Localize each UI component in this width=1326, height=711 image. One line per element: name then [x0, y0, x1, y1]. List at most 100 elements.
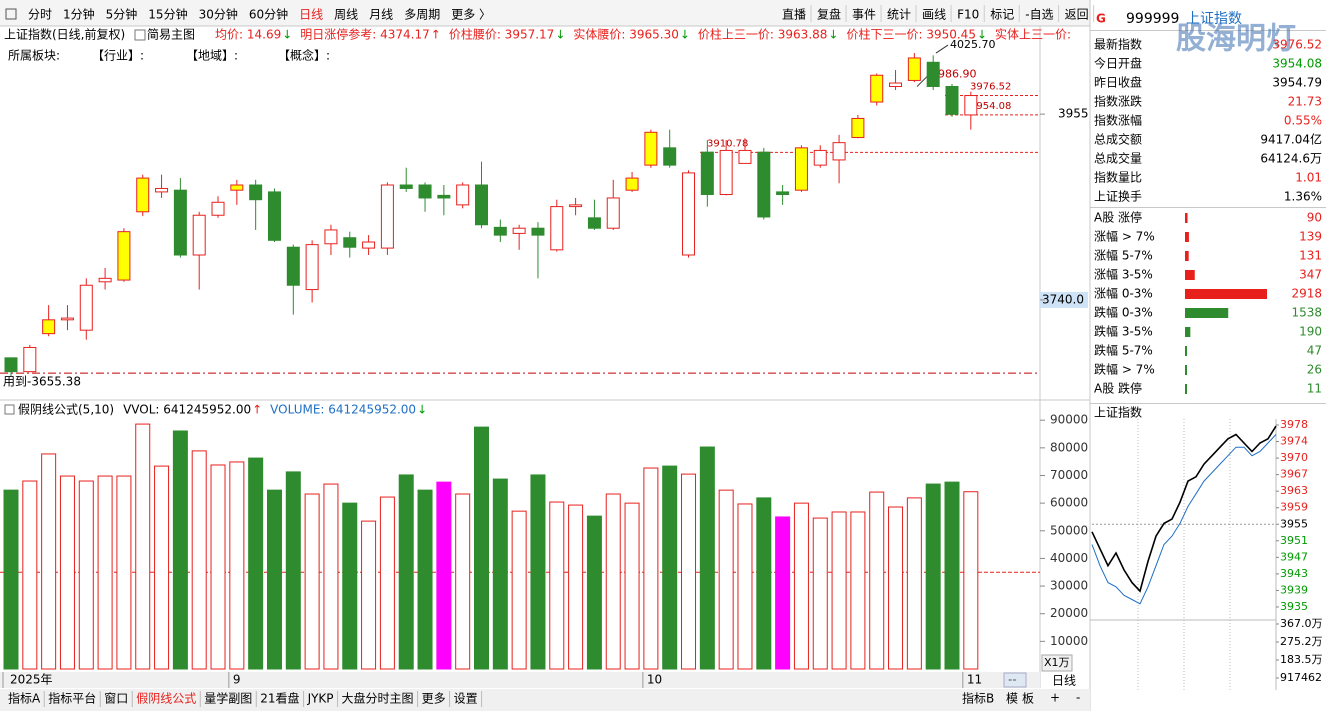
quote-value: 1.01	[1295, 171, 1322, 185]
period-tab[interactable]: 5分钟	[106, 7, 138, 22]
volume-bar	[210, 464, 226, 670]
breadth-value: 2918	[1291, 287, 1322, 301]
tool-button[interactable]: -自选	[1025, 8, 1053, 22]
tool-button[interactable]: 标记	[990, 8, 1014, 22]
bottom-tab[interactable]: 量学副图	[204, 691, 252, 706]
candle-body	[475, 184, 488, 226]
y-tick-label: 80000	[1050, 440, 1088, 454]
tool-button[interactable]: 统计	[887, 8, 911, 22]
breadth-label: 跌幅 > 7%	[1094, 362, 1155, 377]
candle-body	[870, 74, 884, 103]
period-tab[interactable]: 1分钟	[63, 7, 95, 22]
y-tick-label: 183.5万	[1280, 653, 1323, 666]
sector-label: 【行业】:	[92, 49, 144, 63]
candle-body	[569, 204, 583, 208]
breadth-bar	[1185, 289, 1267, 299]
tool-button[interactable]: F10	[957, 8, 979, 22]
period-tab[interactable]: 更多 〉	[451, 8, 491, 22]
bottom-tab[interactable]: 设置	[454, 692, 478, 706]
bottom-tab[interactable]: 指标平台	[48, 691, 96, 706]
period-tab[interactable]: 多周期	[404, 8, 440, 22]
y-tick-label: 3970	[1280, 451, 1308, 464]
candle-body	[211, 201, 225, 216]
tool-button[interactable]: 画线	[922, 8, 946, 22]
bottom-tab[interactable]: 窗口	[104, 692, 128, 706]
quote-code: 999999	[1126, 11, 1179, 27]
bottom-tab[interactable]: 21看盘	[260, 691, 299, 706]
breadth-label: A股 涨停	[1094, 210, 1142, 225]
bottom-tab[interactable]: 指标A	[8, 691, 41, 706]
volume-bar	[775, 516, 791, 670]
volume-bar	[361, 520, 377, 670]
breadth-label: 涨幅 0-3%	[1094, 286, 1153, 301]
bottom-tab[interactable]: 大盘分时主图	[342, 691, 414, 706]
scroll-label[interactable]: --	[1008, 673, 1017, 687]
y-tick-label: 20000	[1050, 606, 1088, 620]
volume-bar	[417, 489, 433, 670]
breadth-bar	[1185, 327, 1191, 337]
period-tab[interactable]: 15分钟	[148, 7, 187, 22]
breadth-label: 跌幅 3-5%	[1094, 324, 1153, 339]
bottom-tab[interactable]: JYKP	[307, 692, 334, 706]
info-arrow: ↑	[431, 28, 441, 42]
quote-value: 3954.08	[1272, 57, 1322, 71]
tool-button[interactable]: 复盘	[817, 7, 841, 22]
candle-body	[719, 149, 733, 196]
indicator-icon[interactable]	[4, 404, 15, 415]
x-axis-bg	[0, 672, 1040, 688]
candle-body	[79, 284, 93, 331]
divider	[1090, 207, 1326, 208]
period-tab[interactable]: 周线	[334, 8, 358, 22]
bottom-tab[interactable]: 板	[1022, 692, 1034, 706]
candle-body	[155, 187, 169, 193]
breadth-label: 涨幅 5-7%	[1094, 248, 1153, 263]
menu-icon[interactable]	[5, 8, 17, 20]
volume-bar	[925, 483, 941, 670]
info-arrow: ↓	[555, 28, 565, 42]
candle-body	[23, 346, 37, 373]
candle-body	[98, 277, 112, 283]
quote-label: 指数涨幅	[1094, 113, 1142, 128]
period-button[interactable]: 日线	[1052, 674, 1076, 688]
tool-button[interactable]: 返回	[1065, 8, 1089, 22]
period-tab[interactable]: 分时	[28, 8, 52, 22]
bottom-tab[interactable]: 模	[1006, 692, 1018, 706]
volume-bar	[285, 471, 301, 670]
volume-bar	[59, 475, 75, 670]
quote-value: 3976.52	[1272, 38, 1322, 52]
quote-label: 指数量比	[1094, 170, 1142, 185]
volume-bar	[756, 497, 772, 670]
candle-body	[286, 246, 300, 286]
period-tab[interactable]: 月线	[369, 8, 393, 22]
indicator-arrow: ↑	[252, 403, 262, 417]
y-tick-label: 70000	[1050, 468, 1088, 482]
info-item: 价柱下三一价: 3950.45	[846, 27, 975, 42]
period-tab[interactable]: 60分钟	[249, 7, 288, 22]
quote-label: 最新指数	[1094, 37, 1142, 52]
volume-bar	[379, 496, 395, 670]
tool-button[interactable]: 事件	[852, 8, 876, 22]
level-label: 3910.78	[707, 138, 748, 149]
quote-label: 指数涨跌	[1094, 94, 1142, 109]
mini-title: 上证指数	[1094, 405, 1142, 420]
bottom-tab[interactable]: 指标B	[962, 691, 994, 706]
bottom-tab[interactable]: 更多	[422, 692, 446, 706]
chart-mode[interactable]: 简易主图	[147, 28, 195, 42]
scroll-box[interactable]	[1003, 672, 1027, 688]
zoom-button[interactable]: +	[1050, 691, 1060, 705]
quote-label: 上证换手	[1094, 190, 1142, 204]
period-tab[interactable]: 日线	[299, 8, 323, 22]
volume-bar	[3, 489, 19, 670]
divider	[1090, 30, 1326, 31]
bottom-tab[interactable]: 假阴线公式	[136, 692, 196, 706]
breadth-bar	[1185, 384, 1187, 394]
info-item: 明日涨停参考: 4374.17	[300, 27, 429, 42]
quote-value: 1.36%	[1284, 190, 1322, 204]
zoom-button[interactable]: -	[1076, 691, 1080, 705]
candle-body	[926, 61, 940, 87]
breadth-label: 涨幅 > 7%	[1094, 229, 1155, 244]
tool-button[interactable]: 直播	[782, 8, 806, 22]
mode-icon[interactable]	[134, 29, 146, 41]
sector-label: 【概念】:	[278, 48, 330, 63]
period-tab[interactable]: 30分钟	[199, 7, 238, 22]
